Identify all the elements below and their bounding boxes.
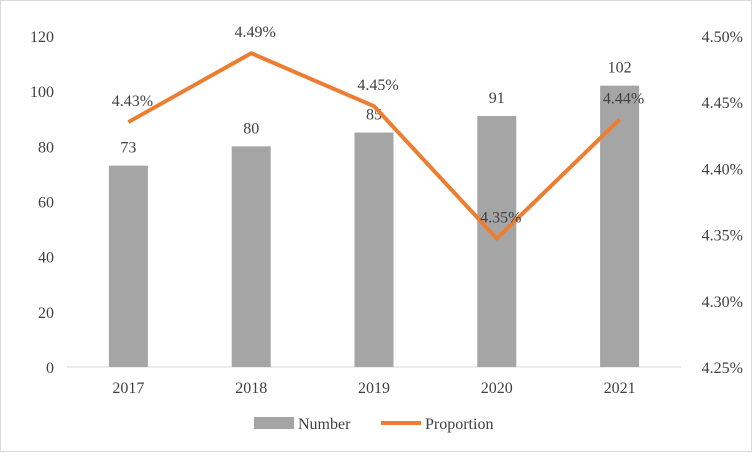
- x-axis-ticks: 2017 2018 2019 2020 2021: [112, 380, 635, 397]
- right-axis-tick-label: 4.50%: [702, 29, 743, 46]
- line-data-label: 4.35%: [480, 210, 521, 227]
- right-axis-tick-label: 4.45%: [702, 95, 743, 112]
- bar: [231, 146, 271, 367]
- right-axis-tick-label: 4.40%: [702, 161, 743, 178]
- x-axis-tick-label: 2020: [481, 380, 513, 397]
- bar-data-label: 102: [608, 60, 632, 77]
- right-axis-tick-label: 4.30%: [702, 294, 743, 311]
- legend-swatch-number: [254, 417, 294, 429]
- right-axis-tick-label: 4.35%: [702, 228, 743, 245]
- bar-data-label: 80: [243, 120, 259, 137]
- left-axis-tick-label: 120: [30, 29, 54, 46]
- x-axis-tick-label: 2021: [604, 380, 636, 397]
- left-axis-tick-label: 40: [38, 250, 54, 267]
- left-axis-ticks: 0 20 40 60 80 100 120: [30, 29, 54, 377]
- bar: [354, 132, 394, 367]
- line-data-labels: 4.43% 4.49% 4.45% 4.35% 4.44%: [112, 24, 645, 226]
- right-axis-ticks: 4.25% 4.30% 4.35% 4.40% 4.45% 4.50%: [702, 29, 743, 377]
- left-axis-tick-label: 60: [38, 195, 54, 212]
- legend-label-proportion: Proportion: [425, 416, 493, 433]
- legend-label-number: Number: [298, 416, 351, 433]
- left-axis-tick-label: 20: [38, 305, 54, 322]
- x-axis-tick-label: 2018: [235, 380, 267, 397]
- bar: [108, 165, 148, 367]
- left-axis-tick-label: 100: [30, 84, 54, 101]
- line-data-label: 4.44%: [603, 90, 644, 107]
- bar: [477, 115, 517, 367]
- x-axis-tick-label: 2017: [112, 380, 144, 397]
- legend: Number Proportion: [254, 416, 493, 433]
- bar: [600, 85, 640, 368]
- line-data-label: 4.43%: [112, 93, 153, 110]
- left-axis-tick-label: 0: [46, 360, 54, 377]
- line-data-label: 4.49%: [235, 24, 276, 41]
- line-data-label: 4.45%: [357, 77, 398, 94]
- bar-data-label: 91: [489, 90, 505, 107]
- proportion-line: [127, 51, 621, 241]
- x-axis-tick-label: 2019: [358, 380, 390, 397]
- left-axis-tick-label: 80: [38, 139, 54, 156]
- right-axis-tick-label: 4.25%: [702, 360, 743, 377]
- bar-data-label: 73: [120, 140, 136, 157]
- bar-series: [108, 85, 640, 368]
